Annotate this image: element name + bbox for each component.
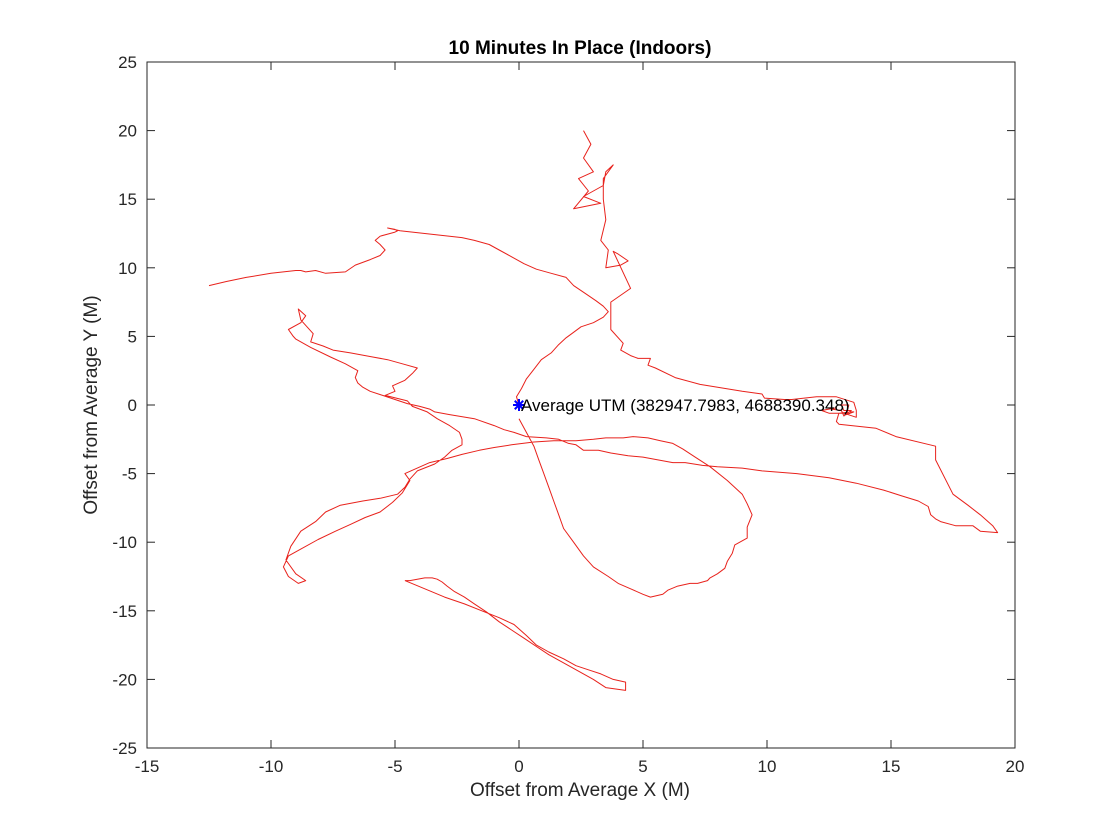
y-tick-label: 10 [118, 259, 137, 278]
x-axis-label: Offset from Average X (M) [470, 780, 690, 801]
track-lines [208, 130, 999, 691]
y-tick-label: 25 [118, 53, 137, 72]
x-tick-label: 15 [882, 757, 901, 776]
track-line-1 [282, 130, 999, 598]
x-tick-label: 5 [638, 757, 647, 776]
y-tick-label: -20 [112, 670, 137, 689]
x-tick-label: -10 [259, 757, 284, 776]
x-axis-ticks: -15 -10 -5 0 5 10 15 20 [135, 62, 1025, 776]
x-tick-label: 10 [758, 757, 777, 776]
x-tick-label: 0 [514, 757, 523, 776]
chart-title: 10 Minutes In Place (Indoors) [449, 38, 712, 59]
y-tick-label: 5 [128, 327, 137, 346]
plot-area: -15 -10 -5 0 5 10 15 20 -25 -20 -15 -10 -5 0 5 10 15 20 2… [112, 53, 1024, 776]
y-tick-label: 20 [118, 122, 137, 141]
average-marker-layer: Average UTM (382947.7983, 4688390.348) [513, 396, 850, 415]
x-tick-label: -5 [387, 757, 402, 776]
track-line-3 [404, 577, 627, 691]
y-axis-label: Offset from Average Y (M) [81, 295, 102, 514]
x-tick-label: 20 [1006, 757, 1025, 776]
x-tick-label: -15 [135, 757, 160, 776]
track-line-2 [208, 227, 609, 406]
y-tick-label: 0 [128, 396, 137, 415]
y-tick-label: -25 [112, 739, 137, 758]
plot-frame [146, 61, 1016, 749]
average-marker-asterisk-icon [513, 399, 525, 411]
y-tick-label: 15 [118, 190, 137, 209]
y-axis-ticks: -25 -20 -15 -10 -5 0 5 10 15 20 25 [112, 53, 1015, 758]
y-tick-label: -10 [112, 533, 137, 552]
average-marker-label: Average UTM (382947.7983, 4688390.348) [521, 396, 850, 415]
y-tick-label: -15 [112, 602, 137, 621]
y-tick-label: -5 [122, 465, 137, 484]
